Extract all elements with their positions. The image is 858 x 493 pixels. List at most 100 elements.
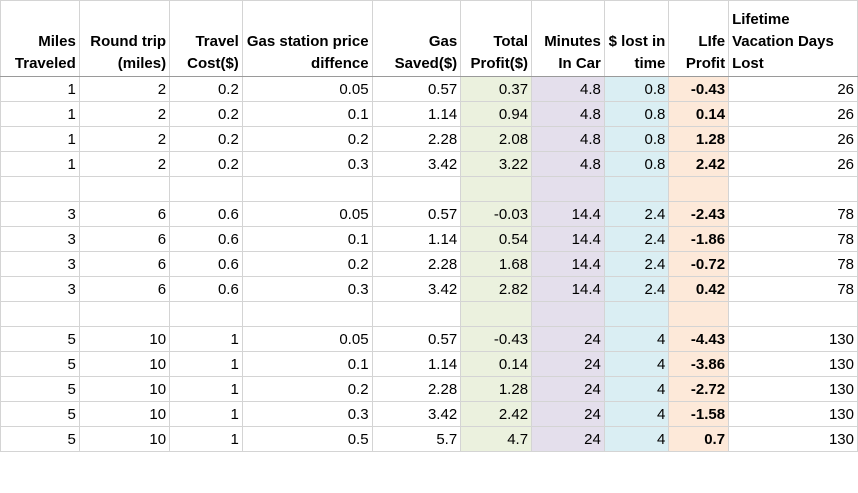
cell-miles-traveled[interactable]: 3 — [0, 276, 80, 302]
cell-total-profit[interactable]: 2.42 — [460, 401, 533, 427]
cell-price-difference[interactable]: 0.2 — [241, 376, 373, 402]
cell-round-trip[interactable] — [78, 301, 171, 327]
cell-minutes-in-car[interactable]: 4.8 — [531, 76, 605, 102]
cell-round-trip[interactable]: 10 — [78, 401, 171, 427]
cell-life-profit[interactable]: -1.58 — [668, 401, 730, 427]
cell-minutes-in-car[interactable]: 14.4 — [531, 226, 605, 252]
cell-total-profit[interactable]: 3.22 — [460, 151, 533, 177]
cell-miles-traveled[interactable]: 1 — [0, 151, 80, 177]
cell-gas-saved[interactable]: 3.42 — [371, 151, 462, 177]
cell-total-profit[interactable] — [460, 301, 533, 327]
cell-minutes-in-car[interactable]: 24 — [531, 426, 605, 452]
cell-miles-traveled[interactable]: 5 — [0, 351, 80, 377]
cell-dollars-lost[interactable]: 4 — [603, 376, 670, 402]
cell-miles-traveled[interactable]: 5 — [0, 326, 80, 352]
cell-price-difference[interactable] — [241, 176, 373, 202]
cell-minutes-in-car[interactable]: 14.4 — [531, 251, 605, 277]
col-header-life-profit[interactable]: LIfe Profit — [668, 0, 730, 77]
cell-travel-cost[interactable]: 0.2 — [169, 76, 243, 102]
col-header-vacation-days-lost[interactable]: Lifetime Vacation Days Lost — [728, 0, 858, 77]
cell-vacation-days-lost[interactable]: 130 — [728, 376, 858, 402]
cell-total-profit[interactable]: -0.43 — [460, 326, 533, 352]
cell-vacation-days-lost[interactable]: 26 — [728, 151, 858, 177]
cell-price-difference[interactable] — [241, 301, 373, 327]
cell-gas-saved[interactable]: 2.28 — [371, 126, 462, 152]
cell-miles-traveled[interactable]: 5 — [0, 426, 80, 452]
cell-price-difference[interactable]: 0.1 — [241, 351, 373, 377]
cell-dollars-lost[interactable]: 2.4 — [603, 276, 670, 302]
cell-total-profit[interactable]: 4.7 — [460, 426, 533, 452]
cell-life-profit[interactable]: -2.72 — [668, 376, 730, 402]
cell-dollars-lost[interactable] — [603, 301, 670, 327]
cell-travel-cost[interactable] — [169, 176, 243, 202]
cell-round-trip[interactable] — [78, 176, 171, 202]
cell-dollars-lost[interactable]: 2.4 — [603, 226, 670, 252]
cell-travel-cost[interactable]: 1 — [169, 401, 243, 427]
cell-total-profit[interactable]: -0.03 — [460, 201, 533, 227]
cell-dollars-lost[interactable]: 4 — [603, 351, 670, 377]
cell-price-difference[interactable]: 0.1 — [241, 226, 373, 252]
cell-vacation-days-lost[interactable]: 26 — [728, 126, 858, 152]
cell-travel-cost[interactable]: 0.2 — [169, 151, 243, 177]
col-header-dollars-lost[interactable]: $ lost in time — [603, 0, 670, 77]
cell-vacation-days-lost[interactable]: 130 — [728, 401, 858, 427]
cell-travel-cost[interactable]: 1 — [169, 351, 243, 377]
cell-round-trip[interactable]: 10 — [78, 326, 171, 352]
cell-vacation-days-lost[interactable]: 78 — [728, 226, 858, 252]
cell-gas-saved[interactable]: 2.28 — [371, 376, 462, 402]
cell-vacation-days-lost[interactable]: 26 — [728, 76, 858, 102]
cell-minutes-in-car[interactable] — [531, 176, 605, 202]
cell-price-difference[interactable]: 0.3 — [241, 151, 373, 177]
cell-dollars-lost[interactable]: 0.8 — [603, 151, 670, 177]
cell-gas-saved[interactable]: 3.42 — [371, 276, 462, 302]
cell-round-trip[interactable]: 10 — [78, 376, 171, 402]
cell-dollars-lost[interactable]: 4 — [603, 401, 670, 427]
cell-round-trip[interactable]: 6 — [78, 226, 171, 252]
col-header-travel-cost[interactable]: Travel Cost($) — [169, 0, 243, 77]
cell-price-difference[interactable]: 0.05 — [241, 201, 373, 227]
cell-miles-traveled[interactable]: 1 — [0, 76, 80, 102]
cell-life-profit[interactable]: 0.42 — [668, 276, 730, 302]
cell-life-profit[interactable]: -0.43 — [668, 76, 730, 102]
cell-gas-saved[interactable]: 0.57 — [371, 326, 462, 352]
cell-round-trip[interactable]: 10 — [78, 351, 171, 377]
cell-minutes-in-car[interactable]: 14.4 — [531, 201, 605, 227]
cell-life-profit[interactable] — [668, 176, 730, 202]
cell-life-profit[interactable]: 1.28 — [668, 126, 730, 152]
cell-total-profit[interactable]: 0.14 — [460, 351, 533, 377]
cell-life-profit[interactable]: -1.86 — [668, 226, 730, 252]
cell-price-difference[interactable]: 0.2 — [241, 251, 373, 277]
cell-minutes-in-car[interactable]: 4.8 — [531, 151, 605, 177]
cell-vacation-days-lost[interactable]: 78 — [728, 251, 858, 277]
col-header-round-trip[interactable]: Round trip (miles) — [78, 0, 171, 77]
cell-price-difference[interactable]: 0.2 — [241, 126, 373, 152]
cell-total-profit[interactable]: 0.94 — [460, 101, 533, 127]
cell-miles-traveled[interactable]: 3 — [0, 251, 80, 277]
cell-gas-saved[interactable]: 1.14 — [371, 351, 462, 377]
cell-minutes-in-car[interactable]: 24 — [531, 401, 605, 427]
cell-price-difference[interactable]: 0.5 — [241, 426, 373, 452]
cell-miles-traveled[interactable] — [0, 176, 80, 202]
cell-price-difference[interactable]: 0.05 — [241, 76, 373, 102]
cell-life-profit[interactable]: -2.43 — [668, 201, 730, 227]
cell-travel-cost[interactable]: 0.2 — [169, 126, 243, 152]
cell-total-profit[interactable]: 1.28 — [460, 376, 533, 402]
cell-total-profit[interactable]: 2.82 — [460, 276, 533, 302]
cell-miles-traveled[interactable]: 5 — [0, 376, 80, 402]
col-header-minutes-in-car[interactable]: Minutes In Car — [531, 0, 605, 77]
cell-price-difference[interactable]: 0.05 — [241, 326, 373, 352]
cell-total-profit[interactable]: 0.54 — [460, 226, 533, 252]
cell-miles-traveled[interactable]: 5 — [0, 401, 80, 427]
cell-life-profit[interactable] — [668, 301, 730, 327]
cell-miles-traveled[interactable]: 1 — [0, 126, 80, 152]
col-header-price-difference[interactable]: Gas station price diffence — [241, 0, 373, 77]
cell-life-profit[interactable]: 0.7 — [668, 426, 730, 452]
cell-gas-saved[interactable]: 0.57 — [371, 201, 462, 227]
cell-vacation-days-lost[interactable] — [728, 176, 858, 202]
cell-minutes-in-car[interactable]: 4.8 — [531, 101, 605, 127]
cell-travel-cost[interactable]: 0.6 — [169, 201, 243, 227]
cell-minutes-in-car[interactable]: 24 — [531, 351, 605, 377]
cell-miles-traveled[interactable]: 3 — [0, 201, 80, 227]
cell-travel-cost[interactable]: 0.6 — [169, 276, 243, 302]
cell-life-profit[interactable]: 2.42 — [668, 151, 730, 177]
